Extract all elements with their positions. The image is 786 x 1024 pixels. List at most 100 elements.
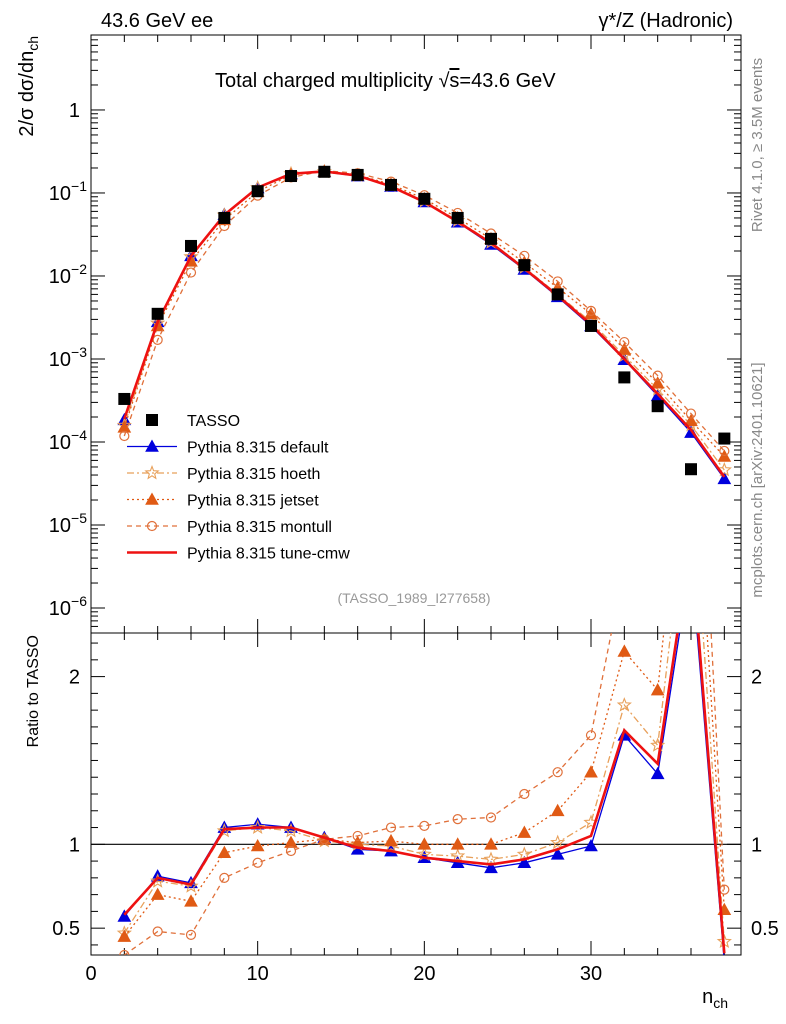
- ratio-point-default: [550, 847, 565, 860]
- x-tick-label: 0: [85, 963, 96, 985]
- point-montull: [585, 305, 597, 316]
- series-line-montull: [123, 170, 725, 452]
- ratio-point-jetset: [417, 837, 432, 850]
- ratio-line-cmw: [123, 633, 726, 954]
- y-tick-exponent: −6: [71, 593, 87, 609]
- ratio-point-default: [584, 838, 598, 852]
- ratio-y-tick-label-right: 1: [751, 834, 762, 856]
- data-point-tasso: [585, 319, 597, 332]
- point-montull: [119, 430, 130, 442]
- y-tick-base: 10: [49, 266, 71, 288]
- ratio-series-jetset: [117, 633, 732, 942]
- ratio-point-jetset: [217, 845, 232, 858]
- header-right: γ*/Z (Hadronic): [599, 10, 733, 32]
- series-tasso: [118, 165, 731, 476]
- x-axis-label-main: n: [702, 986, 713, 1008]
- ratio-point-montull: [252, 857, 263, 868]
- ratio-point-montull: [519, 788, 530, 800]
- y-tick-label: 10−3: [49, 344, 87, 371]
- legend-label-hoeth: Pythia 8.315 hoeth: [187, 466, 320, 483]
- top-y-label-main: 2/σ dσ/dn: [16, 51, 38, 137]
- top-series: [116, 163, 732, 485]
- data-point-tasso: [251, 185, 264, 198]
- ratio-point-montull: [285, 845, 297, 857]
- y-tick-label: 10−5: [49, 510, 87, 537]
- top-y-label-sub: ch: [25, 36, 41, 51]
- ratio-point-default: [650, 766, 665, 780]
- ratio-point-hoeth: [685, 452, 697, 464]
- mcplots-label: mcplots.cern.ch [arXiv:2401.10621]: [749, 362, 766, 597]
- ratio-point-default: [117, 909, 132, 922]
- legend-label-default: Pythia 8.315 default: [187, 440, 329, 457]
- ratio-point-montull: [119, 949, 130, 955]
- data-point-tasso: [185, 239, 197, 252]
- y-tick-base: 10: [49, 598, 71, 620]
- ratio-point-montull: [687, 236, 696, 245]
- data-point-tasso: [118, 392, 131, 405]
- data-point-tasso: [151, 307, 164, 320]
- data-point-tasso: [385, 178, 397, 191]
- ratio-point-jetset: [384, 833, 398, 847]
- ratio-y-tick-label-right: 0.5: [751, 918, 779, 940]
- bottom-axes: 0.5 0.51 12 20 10 20 30: [52, 633, 779, 985]
- rivet-label: Rivet 4.1.0, ≥ 3.5M events: [749, 58, 766, 232]
- top-y-label: 2/σ dσ/dnch: [16, 36, 41, 137]
- data-point-tasso: [651, 400, 664, 413]
- ratio-point-montull: [352, 830, 363, 842]
- chart-title-value: =43.6 GeV: [459, 70, 556, 92]
- legend-marker-default: [145, 439, 159, 452]
- ratio-point-jetset: [550, 803, 565, 817]
- y-tick-base: 10: [49, 183, 71, 205]
- ratio-point-hoeth: [616, 697, 632, 712]
- point-jetset: [650, 376, 665, 389]
- data-point-tasso: [285, 170, 297, 183]
- legend-label-montull: Pythia 8.315 montull: [187, 519, 332, 536]
- ratio-point-jetset: [250, 838, 265, 852]
- chart-title: Total charged multiplicity √s=43.6 GeV: [215, 70, 556, 92]
- ratio-point-jetset: [517, 825, 532, 838]
- chart-title-sqrt: s: [449, 70, 459, 92]
- ratio-point-jetset: [484, 837, 498, 850]
- ratio-point-jetset: [450, 837, 465, 850]
- ratio-point-jetset: [117, 929, 132, 942]
- y-tick-exponent: −3: [71, 344, 87, 360]
- data-point-tasso: [485, 232, 497, 245]
- ratio-y-tick-label: 2: [69, 667, 80, 689]
- x-tick-label: 30: [580, 963, 602, 985]
- legend-marker-montull: [146, 520, 158, 532]
- top-axes: 110−110−210−310−410−510−6: [49, 34, 741, 634]
- y-tick-label: 10−1: [49, 178, 87, 205]
- legend-marker-tasso: [146, 414, 158, 426]
- series-cmw: [123, 170, 726, 478]
- ratio-series: [116, 236, 732, 955]
- point-montull: [552, 276, 563, 287]
- x-tick-label: 20: [413, 963, 435, 985]
- ratio-point-hoeth: [250, 819, 266, 835]
- ratio-y-label: Ratio to TASSO: [25, 635, 42, 747]
- point-montull: [652, 370, 663, 381]
- x-axis-label: nch: [702, 986, 728, 1011]
- top-panel-frame: [90, 34, 742, 634]
- point-montull: [185, 267, 197, 278]
- data-point-tasso: [351, 168, 364, 181]
- data-point-tasso: [218, 211, 231, 224]
- header-left: 43.6 GeV ee: [101, 10, 213, 32]
- y-tick-exponent: −5: [71, 510, 87, 526]
- point-montull: [619, 336, 630, 348]
- series-line-default: [123, 171, 725, 480]
- legend: TASSO Pythia 8.315 default Pythia 8.315 ho…: [127, 413, 350, 563]
- ratio-point-hoeth: [450, 848, 466, 863]
- ratio-series-montull: [119, 236, 730, 955]
- series-default: [117, 164, 732, 485]
- data-point-tasso: [451, 211, 464, 224]
- x-tick-label: 10: [247, 963, 269, 985]
- data-point-tasso: [718, 432, 731, 445]
- x-axis-label-sub: ch: [713, 995, 728, 1011]
- ratio-point-montull: [152, 926, 163, 937]
- ratio-point-jetset: [284, 835, 298, 848]
- legend-label-cmw: Pythia 8.315 tune-cmw: [187, 546, 350, 563]
- data-point-tasso: [618, 371, 631, 384]
- y-tick-label: 10−4: [49, 427, 87, 454]
- y-tick-exponent: −4: [71, 427, 87, 443]
- point-jetset: [684, 413, 698, 427]
